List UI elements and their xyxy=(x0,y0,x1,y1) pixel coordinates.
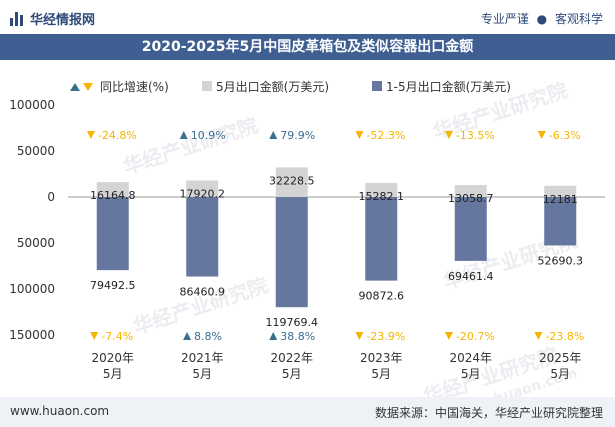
y-tick-label: 50000 xyxy=(17,236,55,250)
legend-monthly-swatch xyxy=(202,81,212,91)
brand-logo-icon xyxy=(10,11,24,26)
cumulative-bar xyxy=(544,197,577,246)
cumulative-bar xyxy=(186,197,219,277)
growth-cumulative-label: -23.8% xyxy=(545,330,584,343)
growth-monthly-down-triangle-icon xyxy=(86,131,95,139)
footer-url: www.huaon.com xyxy=(10,404,110,418)
chart-area: 同比增速(%) 5月出口金额(万美元) 1-5月出口金额(万美元) 100000… xyxy=(9,79,605,381)
growth-monthly-up-triangle-icon xyxy=(269,131,278,139)
monthly-bar xyxy=(365,182,398,197)
monthly-bar xyxy=(544,185,577,197)
legend-down-triangle-icon xyxy=(83,83,93,91)
monthly-value-label: 12181 xyxy=(543,193,578,206)
value-labels: 16164.8 79492.5 17920.2 86460.9 32228.5 11976… xyxy=(90,174,583,329)
brand-name: 华经情报网 xyxy=(30,13,96,28)
growth-cumulative-down-triangle-icon xyxy=(90,332,99,340)
monthly-bar xyxy=(96,182,129,197)
x-axis: 2020年 5月 2021年 5月 2022年 5月 2023年 5月 2024年 5月 2025年… xyxy=(91,351,581,381)
legend: 同比增速(%) 5月出口金额(万美元) 1-5月出口金额(万美元) xyxy=(70,79,511,94)
cumulative-value-label: 90872.6 xyxy=(359,290,405,303)
legend-growth-label: 同比增速(%) xyxy=(100,80,169,94)
growth-monthly-label: -13.5% xyxy=(456,129,495,142)
y-tick-label: 50000 xyxy=(17,144,55,158)
chart-title: 2020-2025年5月中国皮革箱包及类似容器出口金额 xyxy=(0,34,615,60)
legend-cumulative-label: 1-5月出口金额(万美元) xyxy=(386,79,511,94)
tagline-right: 客观科学 xyxy=(554,12,603,26)
top-bar: 华经情报网 专业严谨 ● 客观科学 xyxy=(0,0,615,34)
x-category-year-label: 2025年 xyxy=(539,351,582,365)
growth-monthly-label: 10.9% xyxy=(191,129,226,142)
growth-monthly-label: -24.8% xyxy=(98,129,137,142)
cumulative-bar xyxy=(454,197,487,261)
growth-labels: -24.8% -7.4% 10.9% 8.8% 79.9% 38.8% -52.3% -23.… xyxy=(86,129,584,343)
tagline-dot-icon: ● xyxy=(536,12,548,26)
footer-source: 数据来源：中国海关，华经产业研究院整理 xyxy=(374,406,603,420)
bars xyxy=(96,167,577,308)
growth-cumulative-up-triangle-icon xyxy=(183,332,192,340)
growth-cumulative-label: 8.8% xyxy=(194,330,222,343)
monthly-value-label: 13058.7 xyxy=(448,192,494,205)
monthly-value-label: 17920.2 xyxy=(180,188,226,201)
cumulative-bar xyxy=(275,197,308,308)
x-category-year-label: 2024年 xyxy=(449,351,492,365)
growth-monthly-label: 79.9% xyxy=(280,129,315,142)
growth-cumulative-label: -20.7% xyxy=(456,330,495,343)
tagline: 专业严谨 ● 客观科学 xyxy=(481,10,603,27)
cumulative-value-label: 79492.5 xyxy=(90,279,136,292)
x-category-year-label: 2021年 xyxy=(181,351,224,365)
y-axis: 100000 50000 0 50000 100000 150000 xyxy=(9,98,55,342)
cumulative-bar xyxy=(96,197,129,271)
x-category-month-label: 5月 xyxy=(103,367,123,381)
growth-monthly-down-triangle-icon xyxy=(355,131,364,139)
y-tick-label: 100000 xyxy=(9,98,55,112)
x-category-month-label: 5月 xyxy=(371,367,391,381)
legend-cumulative-swatch xyxy=(372,81,382,91)
legend-monthly-label: 5月出口金额(万美元) xyxy=(216,79,329,94)
monthly-bar xyxy=(454,184,487,197)
growth-cumulative-up-triangle-icon xyxy=(269,332,278,340)
brand: 华经情报网 xyxy=(10,9,95,28)
growth-monthly-label: -6.3% xyxy=(549,129,581,142)
growth-monthly-label: -52.3% xyxy=(366,129,405,142)
footer: www.huaon.com 数据来源：中国海关，华经产业研究院整理 xyxy=(0,397,615,427)
growth-monthly-down-triangle-icon xyxy=(444,131,453,139)
cumulative-bar xyxy=(365,197,398,281)
cumulative-value-label: 69461.4 xyxy=(448,270,494,283)
monthly-bar xyxy=(186,180,219,197)
growth-monthly-down-triangle-icon xyxy=(537,131,546,139)
monthly-value-label: 32228.5 xyxy=(269,174,315,187)
monthly-bar xyxy=(275,167,308,197)
cumulative-value-label: 52690.3 xyxy=(538,254,584,267)
y-tick-label: 0 xyxy=(47,190,55,204)
x-category-year-label: 2023年 xyxy=(360,351,403,365)
x-category-month-label: 5月 xyxy=(282,367,302,381)
x-category-month-label: 5月 xyxy=(192,367,212,381)
x-category-month-label: 5月 xyxy=(550,367,570,381)
growth-cumulative-label: -7.4% xyxy=(101,330,133,343)
growth-cumulative-down-triangle-icon xyxy=(444,332,453,340)
y-tick-label: 100000 xyxy=(9,282,55,296)
tagline-left: 专业严谨 xyxy=(480,12,529,26)
growth-cumulative-label: -23.9% xyxy=(366,330,405,343)
x-category-month-label: 5月 xyxy=(461,367,481,381)
growth-cumulative-down-triangle-icon xyxy=(534,332,543,340)
legend-up-triangle-icon xyxy=(70,83,80,91)
x-category-year-label: 2020年 xyxy=(91,351,134,365)
cumulative-value-label: 86460.9 xyxy=(180,286,226,299)
growth-cumulative-down-triangle-icon xyxy=(355,332,364,340)
x-category-year-label: 2022年 xyxy=(270,351,313,365)
monthly-value-label: 15282.1 xyxy=(359,190,405,203)
growth-monthly-up-triangle-icon xyxy=(179,131,188,139)
monthly-value-label: 16164.8 xyxy=(90,189,136,202)
y-tick-label: 150000 xyxy=(9,328,55,342)
growth-cumulative-label: 38.8% xyxy=(280,330,315,343)
cumulative-value-label: 119769.4 xyxy=(266,316,319,329)
